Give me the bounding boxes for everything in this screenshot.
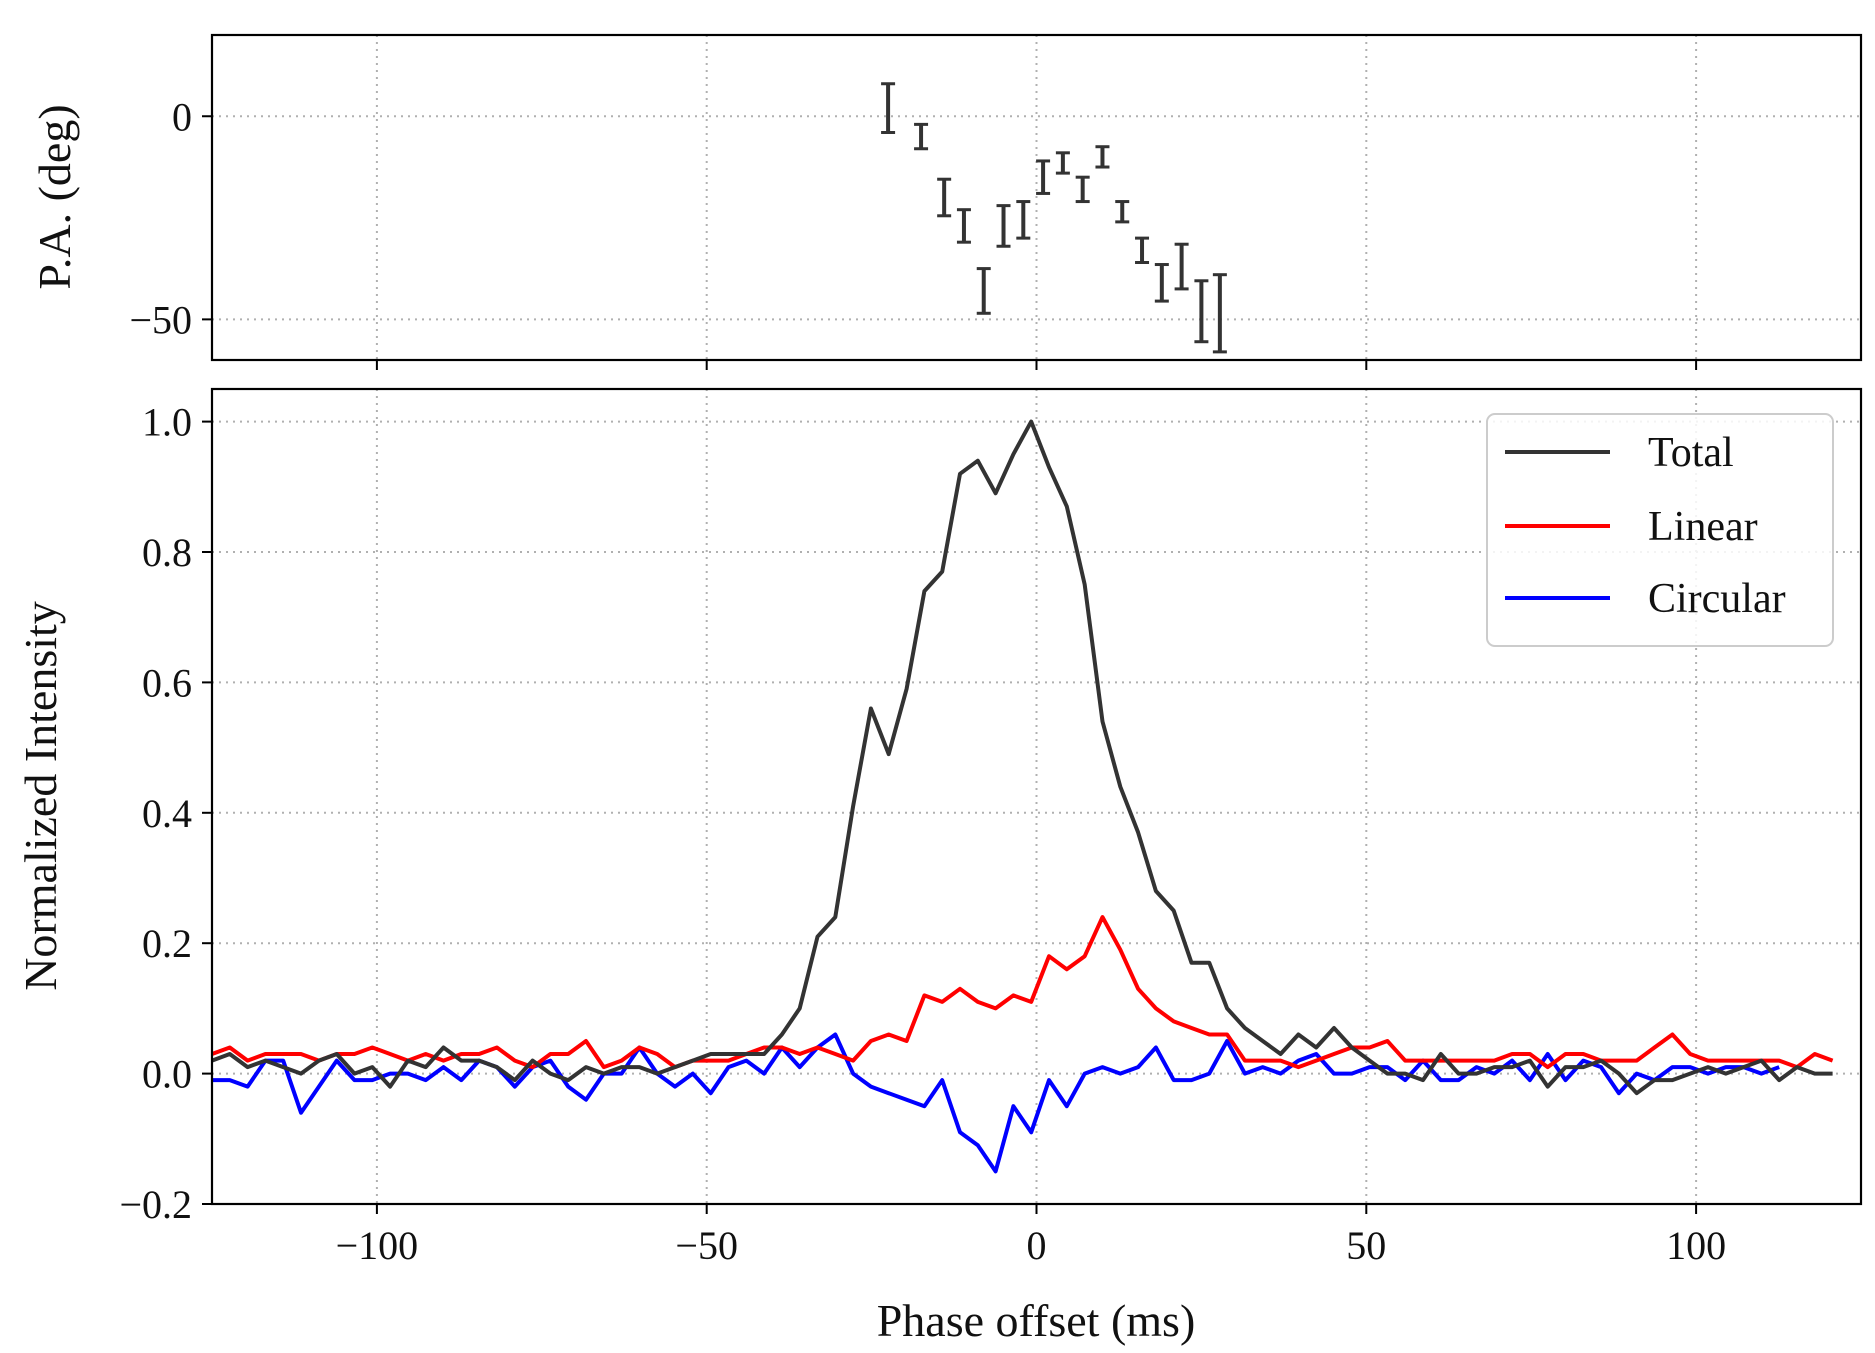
pa-panel: 0 −50 P.A. (deg)	[29, 33, 1863, 370]
pa-point	[1036, 159, 1051, 195]
pa-point	[1135, 236, 1150, 264]
pa-point	[996, 204, 1011, 248]
intensity-xtick-label: −50	[675, 1223, 738, 1268]
series-line-total	[212, 419, 1833, 1096]
series-line-linear	[212, 915, 1834, 1070]
intensity-ytick-label: −0.2	[119, 1182, 192, 1227]
series-line-circular	[212, 1032, 1780, 1174]
pa-point	[976, 267, 991, 315]
pa-point	[1154, 263, 1169, 303]
legend-label-total: Total	[1648, 430, 1734, 476]
pa-ticks: 0 −50	[129, 94, 1698, 370]
pa-point	[956, 208, 971, 244]
intensity-series	[212, 419, 1834, 1174]
pa-ytick-label: 0	[172, 94, 192, 139]
legend-label-circular: Circular	[1648, 576, 1786, 622]
intensity-ytick-label: 1.0	[142, 400, 192, 445]
intensity-ytick-label: 0.2	[142, 921, 192, 966]
pa-point	[1055, 151, 1070, 175]
legend: Total Linear Circular	[1486, 413, 1834, 647]
pa-point	[937, 177, 952, 218]
pa-ylabel: P.A. (deg)	[29, 104, 80, 289]
intensity-xtick-label: −100	[336, 1223, 419, 1268]
intensity-ytick-label: 0.4	[142, 791, 192, 836]
pa-point	[1095, 145, 1110, 169]
pa-grid	[212, 35, 1861, 360]
intensity-ticks: −100 −50 0 50 100 −0.2 0.0 0.2 0.4 0.6 0.8 1.0	[119, 400, 1726, 1268]
legend-box	[1486, 413, 1834, 647]
pa-point	[881, 82, 896, 134]
pa-point	[914, 122, 929, 151]
intensity-xlabel: Phase offset (ms)	[877, 1295, 1196, 1346]
intensity-panel: −100 −50 0 50 100 −0.2 0.0 0.2 0.4 0.6 0.8 1.0 Phas…	[15, 387, 1863, 1346]
pa-error-bars	[881, 82, 1227, 354]
pa-point	[1194, 279, 1209, 344]
intensity-xtick-label: 100	[1666, 1223, 1726, 1268]
intensity-xtick-label: 0	[1027, 1223, 1047, 1268]
intensity-ytick-label: 0.8	[142, 530, 192, 575]
pa-point	[1174, 242, 1189, 291]
intensity-ylabel: Normalized Intensity	[15, 601, 66, 991]
legend-label-linear: Linear	[1648, 504, 1758, 550]
intensity-xtick-label: 50	[1346, 1223, 1386, 1268]
pa-point	[1016, 200, 1031, 240]
pa-point	[1212, 273, 1227, 354]
intensity-ytick-label: 0.0	[142, 1052, 192, 1097]
intensity-ytick-label: 0.6	[142, 660, 192, 705]
pa-point	[1115, 200, 1130, 224]
pa-ytick-label: −50	[129, 297, 192, 342]
pa-point	[1075, 175, 1090, 204]
